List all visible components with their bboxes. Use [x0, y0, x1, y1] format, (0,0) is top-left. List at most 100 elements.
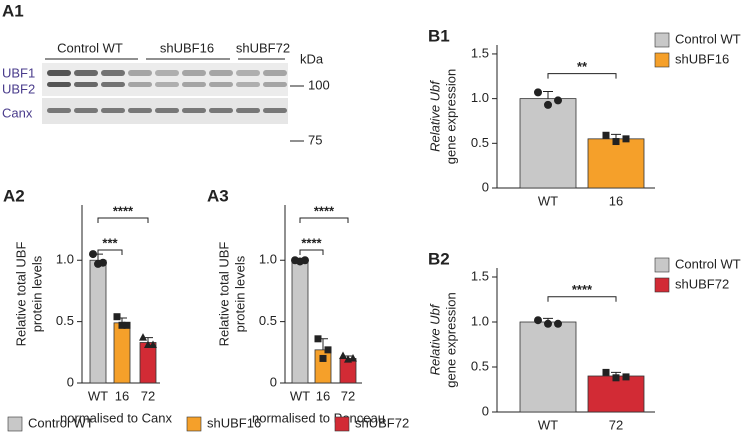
significance-label: **** — [314, 203, 335, 218]
legend-swatch — [654, 277, 670, 293]
legend-swatch — [334, 416, 350, 432]
band — [128, 108, 152, 113]
data-point — [113, 313, 121, 321]
group-label: Control WT — [57, 40, 123, 55]
legend-label: Control WT — [675, 31, 741, 46]
panel-label: A3 — [207, 186, 229, 205]
band — [128, 82, 152, 87]
x-tick-label: 16 — [115, 388, 129, 403]
y-axis-label: Relative Ubf — [427, 80, 442, 152]
band — [47, 108, 71, 113]
legend-label: shUBF72 — [355, 415, 409, 430]
bar — [587, 138, 645, 189]
y-tick-label: 0 — [67, 374, 74, 389]
y-axis-label: gene expression — [443, 69, 458, 164]
data-point — [301, 256, 309, 265]
y-axis-label: Relative total UBF — [13, 242, 28, 347]
x-axis-label: normalised to Ponceau — [252, 410, 385, 425]
band — [182, 70, 206, 76]
y-tick-label: 0 — [482, 403, 489, 418]
band — [101, 108, 125, 113]
data-point — [622, 135, 630, 143]
y-tick-label: 0 — [270, 374, 277, 389]
significance-label: **** — [113, 203, 134, 218]
bar — [139, 342, 157, 384]
band — [236, 82, 260, 87]
marker-label: 75 — [308, 132, 322, 147]
data-point — [602, 368, 610, 376]
band-label: UBF2 — [2, 81, 35, 96]
panel-label: B2 — [428, 249, 450, 268]
x-tick-label: WT — [290, 388, 310, 403]
band — [182, 82, 206, 87]
significance-bracket — [299, 249, 324, 255]
band — [209, 108, 233, 113]
bar — [291, 259, 309, 384]
data-point — [612, 138, 620, 146]
band — [263, 108, 287, 113]
significance-bracket — [547, 296, 617, 302]
x-tick-label: 72 — [141, 388, 155, 403]
panel-label: A1 — [2, 1, 24, 20]
band — [101, 82, 125, 87]
data-point — [314, 335, 322, 343]
data-point — [339, 351, 347, 359]
legend-label: Control WT — [28, 415, 94, 430]
legend-swatch — [654, 32, 670, 48]
data-point — [612, 374, 620, 382]
legend-label: shUBF16 — [207, 415, 261, 430]
y-tick-label: 0 — [482, 179, 489, 194]
band — [74, 70, 98, 76]
legend-swatch — [654, 52, 670, 68]
band — [155, 82, 179, 87]
data-point — [602, 131, 610, 139]
y-tick-label: 0.5 — [471, 358, 489, 373]
y-tick-label: 0.5 — [56, 313, 74, 328]
band — [263, 82, 287, 87]
y-axis-label: Relative Ubf — [427, 303, 442, 375]
x-tick-label: 16 — [316, 388, 330, 403]
legend-label: shUBF16 — [675, 51, 729, 66]
band — [236, 108, 260, 113]
x-tick-label: 72 — [609, 417, 623, 432]
y-tick-label: 0.5 — [259, 313, 277, 328]
legend-swatch — [7, 416, 23, 432]
x-tick-label: WT — [88, 388, 108, 403]
band — [47, 82, 71, 87]
blot-panel: A1 Control WT shUBF16 shUBF72 kDa UBF1 U… — [2, 1, 330, 147]
band — [209, 82, 233, 87]
x-tick-label: 16 — [609, 193, 623, 208]
y-tick-label: 1.0 — [56, 252, 74, 267]
x-tick-label: 72 — [341, 388, 355, 403]
band — [74, 82, 98, 87]
y-axis-label: protein levels — [232, 255, 247, 332]
band — [263, 70, 287, 76]
band — [47, 70, 71, 76]
band — [182, 108, 206, 113]
blot-image — [42, 63, 288, 96]
bar — [519, 321, 577, 413]
y-tick-label: 1.0 — [471, 313, 489, 328]
x-tick-label: WT — [538, 417, 558, 432]
bar — [314, 349, 332, 384]
unit-label: kDa — [300, 51, 324, 66]
significance-label: ** — [577, 59, 588, 74]
band — [209, 70, 233, 76]
significance-label: **** — [301, 235, 322, 250]
band — [128, 70, 152, 76]
data-point — [349, 353, 357, 362]
group-label: shUBF16 — [160, 40, 214, 55]
panel-label: A2 — [3, 186, 25, 205]
band-label: UBF1 — [2, 65, 35, 80]
data-point — [534, 88, 542, 97]
data-point — [554, 319, 562, 328]
legend-swatch — [654, 257, 670, 273]
data-point — [123, 321, 131, 329]
data-point — [324, 346, 332, 354]
bar — [89, 259, 107, 384]
y-tick-label: 1.5 — [471, 268, 489, 283]
legend-label: shUBF72 — [675, 276, 729, 291]
x-tick-label: WT — [538, 193, 558, 208]
y-tick-label: 1.5 — [471, 45, 489, 60]
data-point — [554, 96, 562, 105]
